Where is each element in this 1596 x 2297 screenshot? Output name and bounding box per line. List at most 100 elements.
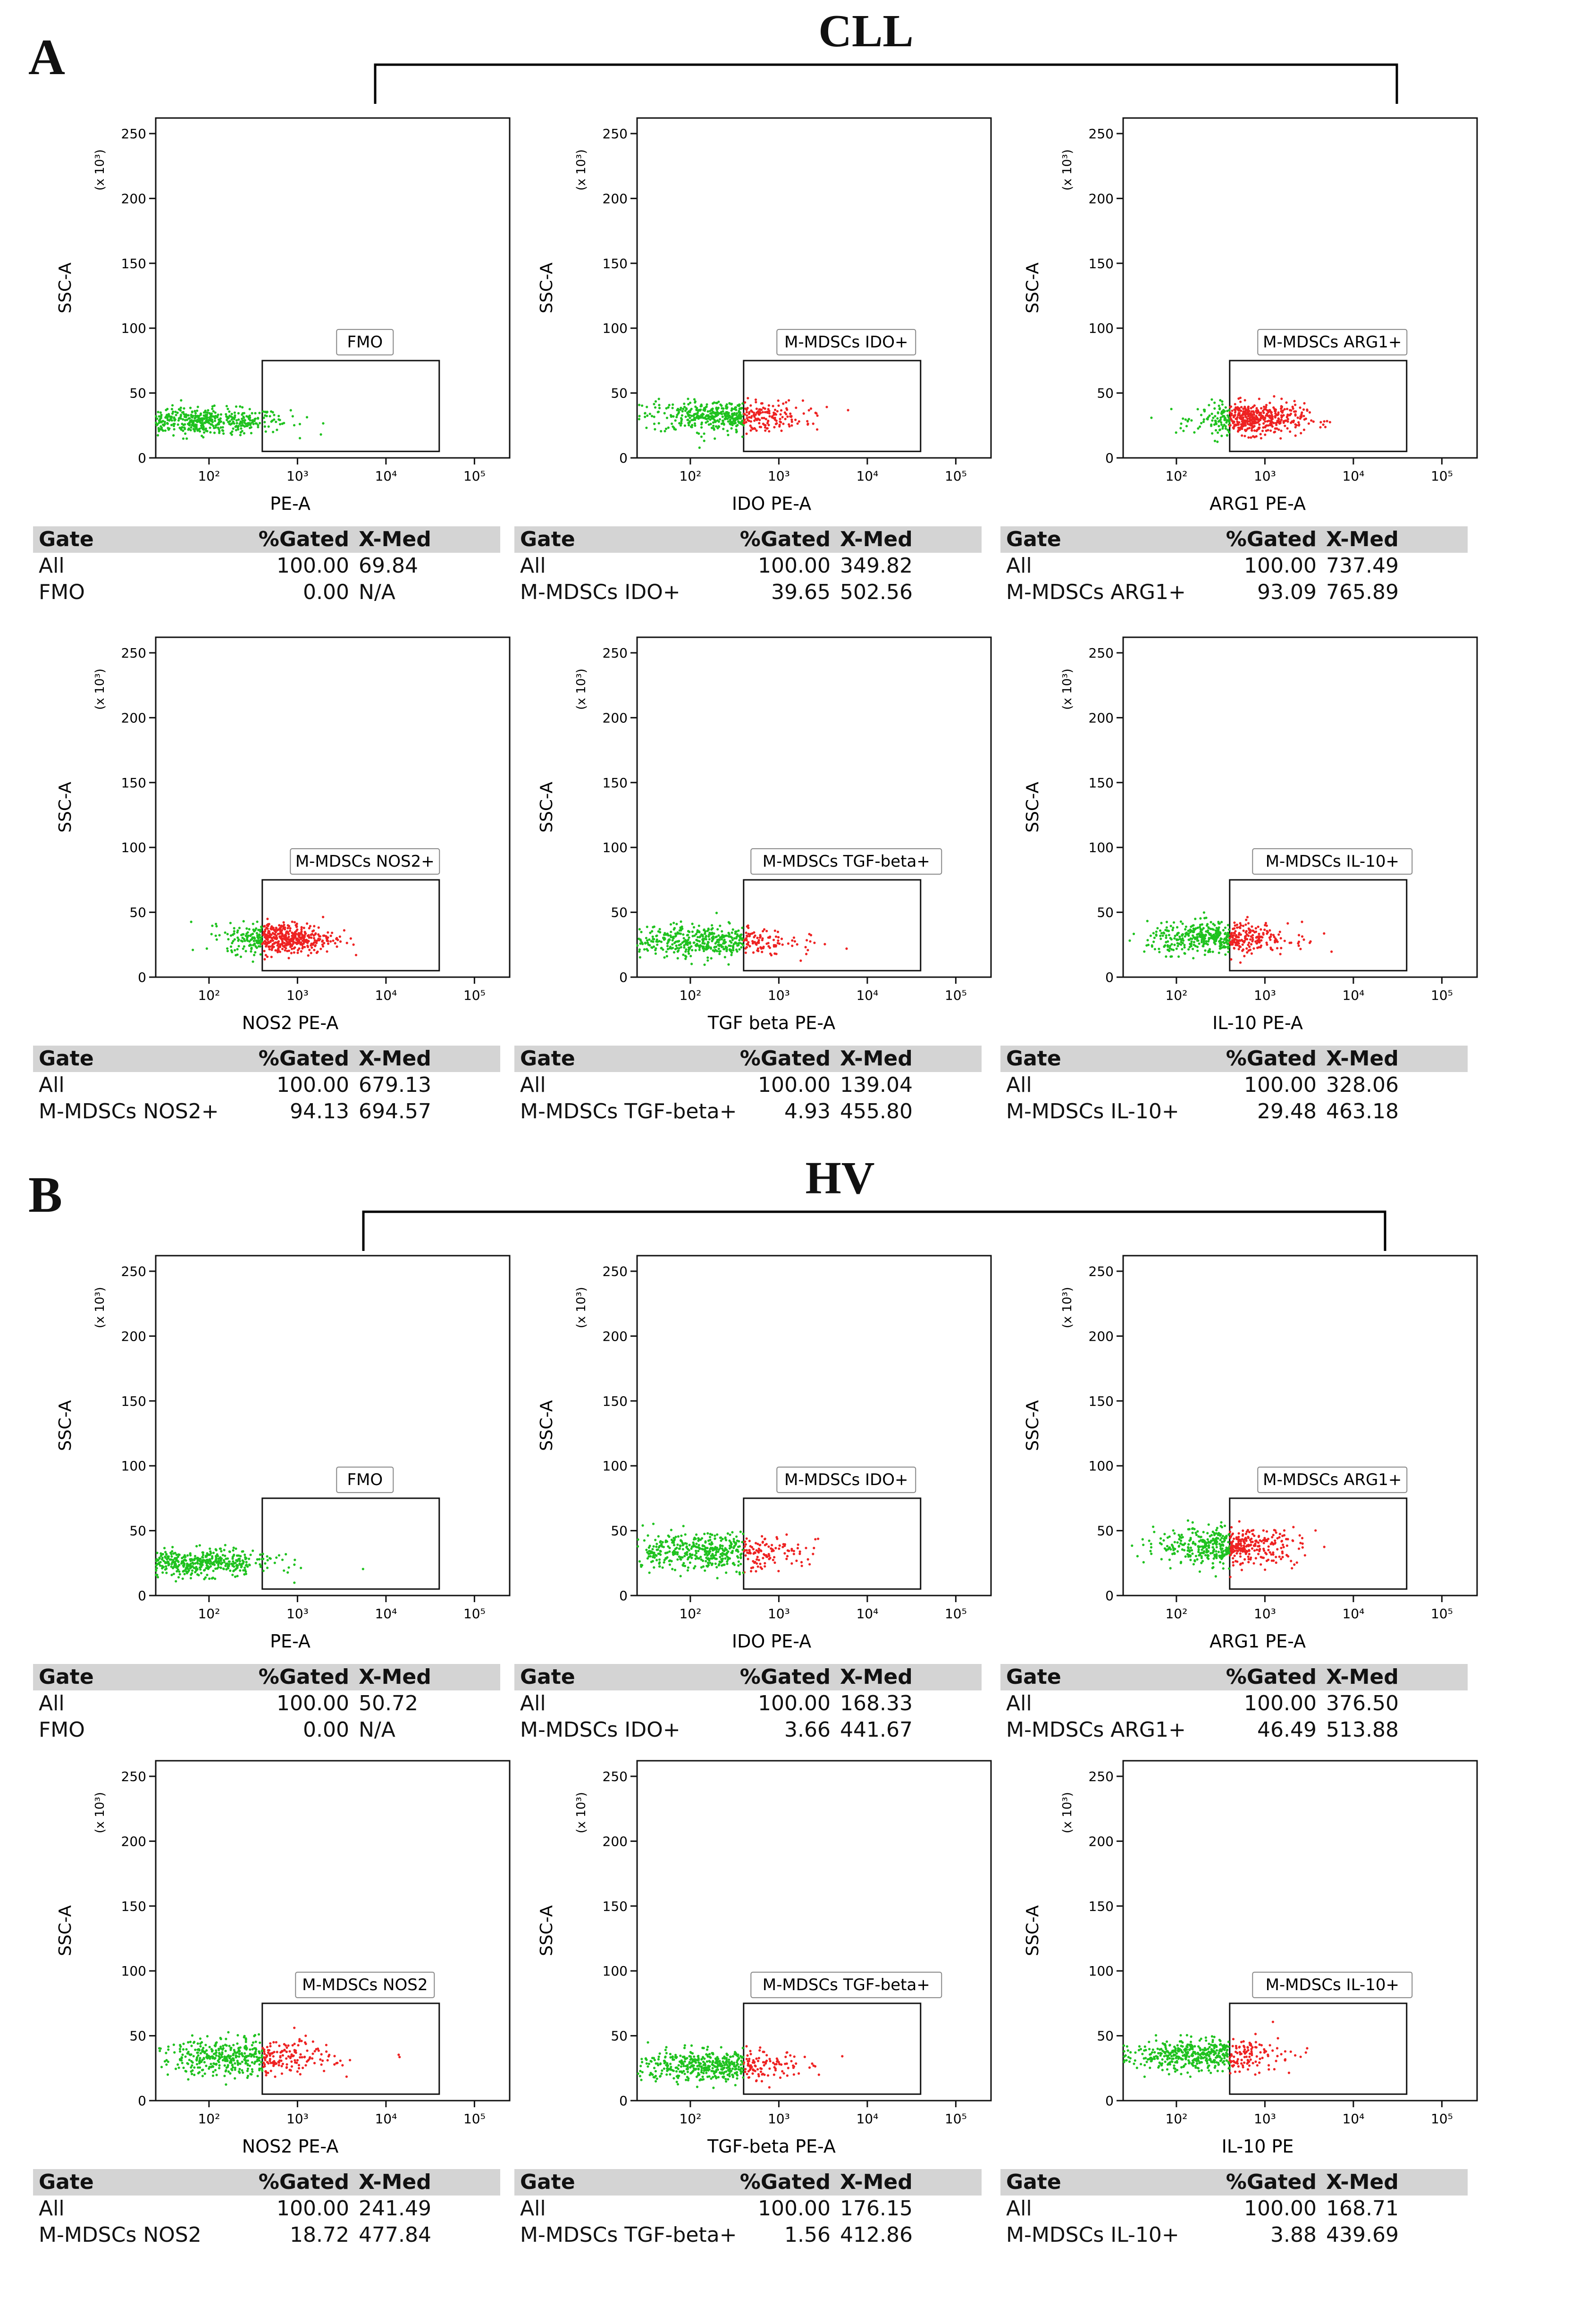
- event-dot: [263, 942, 267, 945]
- event-dot: [1242, 413, 1244, 416]
- event-dot: [773, 945, 775, 948]
- event-dot: [235, 405, 238, 408]
- event-dot: [233, 932, 235, 935]
- event-dot: [706, 956, 709, 959]
- event-dot: [249, 422, 252, 425]
- event-dot: [191, 420, 193, 423]
- event-dot: [1263, 1549, 1266, 1552]
- event-dot: [1260, 1563, 1262, 1566]
- event-dot: [683, 1554, 686, 1557]
- stats-header-cell: %Gated: [258, 527, 349, 551]
- event-dot: [201, 1563, 204, 1566]
- stats-cell: All: [1006, 1691, 1032, 1715]
- event-dot: [715, 912, 718, 914]
- event-dot: [714, 437, 716, 440]
- event-dot: [301, 934, 304, 937]
- event-dot: [1166, 1545, 1169, 1547]
- event-dot: [268, 948, 271, 951]
- event-dot: [664, 430, 666, 432]
- event-dot: [1177, 931, 1180, 934]
- event-dot: [1286, 922, 1289, 925]
- y-tick-label: 150: [121, 1899, 146, 1914]
- event-dot: [300, 941, 302, 944]
- event-dot: [228, 1550, 231, 1553]
- event-dot: [1206, 1554, 1209, 1557]
- event-dot: [195, 2063, 199, 2066]
- event-dot: [1190, 1549, 1193, 1552]
- event-dot: [688, 414, 691, 417]
- event-dot: [1225, 1553, 1228, 1556]
- event-dot: [155, 415, 158, 418]
- event-dot: [251, 2044, 253, 2047]
- event-dot: [744, 401, 747, 404]
- event-dot: [725, 934, 728, 937]
- event-dot: [655, 947, 657, 950]
- events: [158, 2027, 401, 2086]
- event-dot: [847, 409, 849, 412]
- event-dot: [1218, 1554, 1221, 1557]
- event-dot: [751, 932, 754, 935]
- event-dot: [731, 931, 733, 934]
- event-dot: [313, 2061, 316, 2065]
- event-dot: [678, 944, 680, 946]
- event-dot: [1240, 1544, 1243, 1547]
- event-dot: [283, 2049, 286, 2052]
- event-dot: [1257, 925, 1260, 928]
- stats-cell: 39.65: [771, 580, 831, 604]
- event-dot: [1257, 1553, 1260, 1555]
- event-dot: [1226, 924, 1229, 927]
- x-tick-label: 10²: [679, 468, 701, 484]
- y-axis-unit: (x 10³): [574, 149, 588, 190]
- stats-cell: 100.00: [277, 1073, 349, 1097]
- event-dot: [739, 1573, 741, 1576]
- event-dot: [1210, 1534, 1213, 1537]
- gate-label-box: [336, 329, 394, 355]
- event-dot: [1314, 1529, 1317, 1532]
- event-dot: [225, 2037, 227, 2040]
- event-dot: [249, 1554, 252, 1556]
- x-tick-label: 10⁵: [1431, 988, 1453, 1003]
- event-dot: [297, 935, 300, 937]
- y-tick-label: 150: [121, 256, 146, 271]
- event-dot: [239, 1569, 242, 1572]
- event-dot: [1201, 945, 1204, 947]
- event-dot: [695, 1542, 698, 1545]
- event-dot: [1188, 938, 1191, 941]
- event-dot: [699, 1555, 702, 1558]
- event-dot: [1242, 416, 1245, 419]
- event-dot: [1179, 937, 1182, 940]
- event-dot: [199, 1568, 202, 1571]
- event-dot: [1280, 416, 1283, 419]
- event-dot: [659, 931, 662, 934]
- event-dot: [306, 2049, 309, 2052]
- event-dot: [644, 412, 647, 414]
- event-dot: [757, 950, 760, 953]
- event-dot: [313, 948, 316, 952]
- event-dot: [668, 1550, 671, 1553]
- event-dot: [674, 1547, 677, 1550]
- event-dot: [1142, 1544, 1145, 1546]
- event-dot: [264, 430, 267, 433]
- event-dot: [203, 1569, 206, 1571]
- event-dot: [301, 937, 304, 939]
- event-dot: [1233, 932, 1236, 935]
- event-dot: [202, 1551, 204, 1554]
- event-dot: [1176, 926, 1179, 929]
- event-dot: [687, 422, 690, 424]
- y-axis-unit: (x 10³): [1060, 149, 1075, 190]
- plot-frame: [155, 636, 511, 978]
- stats-row: All 100.00 328.06: [1000, 1072, 1468, 1098]
- event-dot: [1233, 927, 1236, 930]
- event-dot: [712, 421, 715, 424]
- event-dot: [816, 414, 819, 417]
- event-dot: [1258, 936, 1261, 939]
- event-dot: [668, 938, 671, 941]
- event-dot: [225, 1562, 227, 1565]
- stats-cell: 455.80: [840, 1099, 913, 1123]
- event-dot: [191, 411, 193, 414]
- event-dot: [211, 924, 214, 927]
- stats-cell: 69.84: [359, 554, 418, 578]
- event-dot: [272, 946, 275, 948]
- event-dot: [752, 1560, 755, 1562]
- event-dot: [764, 418, 767, 421]
